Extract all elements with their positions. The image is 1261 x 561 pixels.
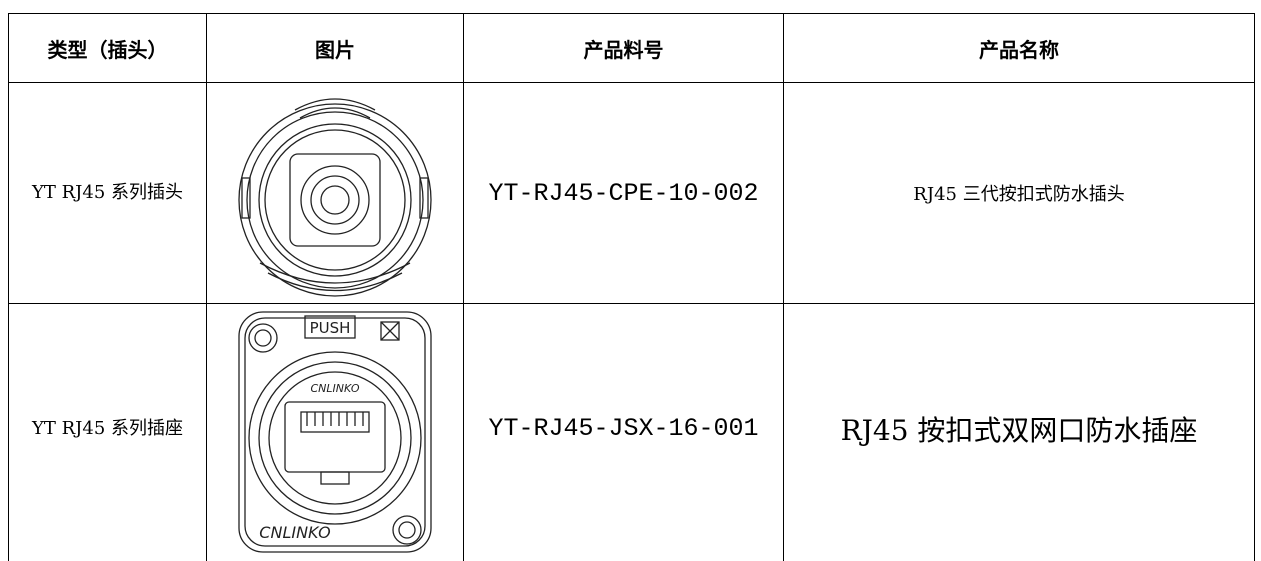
product-name-cell: RJ45 按扣式双网口防水插座 <box>783 303 1255 561</box>
header-row: 类型（插头） 图片 产品料号 产品名称 <box>8 13 1255 83</box>
image-label: PUSH <box>310 319 351 337</box>
image-label: CNLINKO <box>259 523 330 542</box>
table-row: YT RJ45 系列插座 PUSH CNLINKO CNLINKO YT-RJ4… <box>8 303 1255 561</box>
header-cell: 类型（插头） <box>8 13 207 83</box>
socket-image: PUSH CNLINKO CNLINKO <box>238 311 432 553</box>
table-row: YT RJ45 系列插头 YT-RJ45-CPE-10-002 RJ45 三代按… <box>8 82 1255 304</box>
product-name-cell: RJ45 三代按扣式防水插头 <box>783 82 1255 304</box>
header-cell: 图片 <box>206 13 464 83</box>
part-number-cell: YT-RJ45-CPE-10-002 <box>463 82 784 304</box>
part-number-cell: YT-RJ45-JSX-16-001 <box>463 303 784 561</box>
header-cell: 产品名称 <box>783 13 1255 83</box>
image-label: CNLINKO <box>310 382 359 395</box>
plug-image <box>238 98 432 297</box>
image-cell: PUSH CNLINKO CNLINKO <box>206 303 464 561</box>
image-cell <box>206 82 464 304</box>
type-cell: YT RJ45 系列插座 <box>8 303 207 561</box>
product-table: 类型（插头） 图片 产品料号 产品名称 YT RJ45 系列插头 YT-RJ45… <box>8 13 1255 561</box>
header-cell: 产品料号 <box>463 13 784 83</box>
type-cell: YT RJ45 系列插头 <box>8 82 207 304</box>
